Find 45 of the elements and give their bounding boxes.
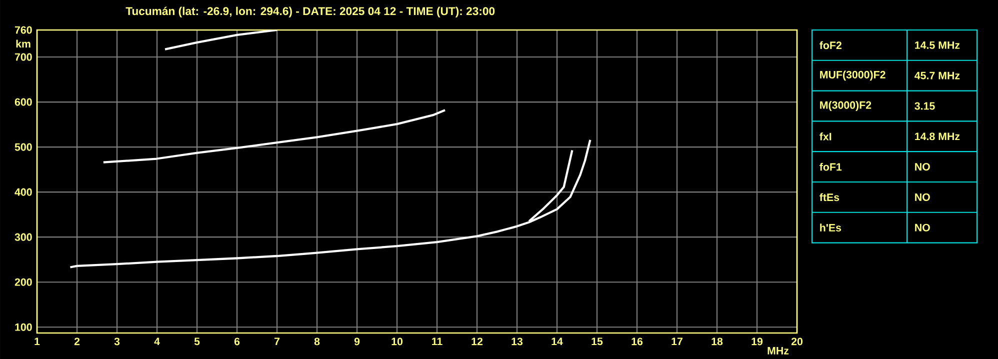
text: M(3000)F2 bbox=[820, 101, 872, 111]
y-tick-label: 300 bbox=[14, 233, 32, 241]
text: 14.5 MHz bbox=[915, 41, 960, 49]
x-tick-label: 4 bbox=[154, 338, 160, 346]
x-tick-label: 18 bbox=[712, 338, 723, 346]
y-axis-title: km bbox=[16, 40, 30, 48]
x-tick-label: 19 bbox=[752, 338, 763, 346]
chart-title: Tucumán (lat: -26.9, lon: 294.6) - DATE: 2025 04 12 - TIME (UT): 23:00 bbox=[126, 6, 495, 18]
y-tick-label: 200 bbox=[14, 278, 32, 286]
x-tick-label: 6 bbox=[234, 338, 240, 346]
text: NO bbox=[915, 224, 930, 232]
text: fxI bbox=[820, 132, 832, 140]
text: h'Es bbox=[820, 224, 842, 232]
y-tick-label: 760 bbox=[14, 26, 32, 34]
x-tick-label: 10 bbox=[392, 338, 403, 346]
x-tick-label: 11 bbox=[432, 338, 442, 346]
x-tick-label: 9 bbox=[354, 338, 360, 346]
x-tick-label: 12 bbox=[472, 338, 483, 346]
x-tick-label: 20 bbox=[791, 338, 802, 346]
x-tick-label: 17 bbox=[672, 338, 682, 346]
x-tick-label: 8 bbox=[314, 338, 320, 346]
x-tick-label: 15 bbox=[592, 338, 603, 346]
text: NO bbox=[915, 193, 930, 201]
text: 45.7 MHz bbox=[914, 72, 960, 80]
text: MUF(3000)F2 bbox=[820, 70, 886, 81]
x-tick-label: 16 bbox=[632, 338, 643, 346]
y-tick-label: 600 bbox=[14, 98, 32, 106]
y-tick-label: 400 bbox=[14, 188, 32, 196]
x-tick-label: 2 bbox=[74, 338, 80, 346]
text: foF1 bbox=[820, 162, 842, 171]
y-tick-label: 700 bbox=[14, 53, 32, 61]
x-tick-label: 5 bbox=[194, 338, 200, 346]
text: 14.8 MHz bbox=[915, 132, 960, 140]
text: NO bbox=[915, 163, 930, 171]
text: foF2 bbox=[820, 41, 842, 50]
x-tick-label: 14 bbox=[552, 338, 563, 346]
text: ftEs bbox=[820, 193, 840, 202]
x-axis-title: MHz bbox=[768, 347, 789, 354]
y-tick-label: 100 bbox=[15, 323, 32, 331]
y-tick-label: 500 bbox=[14, 143, 32, 151]
x-tick-label: 7 bbox=[274, 338, 280, 346]
x-tick-label: 3 bbox=[114, 338, 120, 346]
x-tick-label: 13 bbox=[512, 338, 523, 346]
text: 3.15 bbox=[914, 102, 935, 110]
x-tick-label: 1 bbox=[34, 338, 40, 346]
